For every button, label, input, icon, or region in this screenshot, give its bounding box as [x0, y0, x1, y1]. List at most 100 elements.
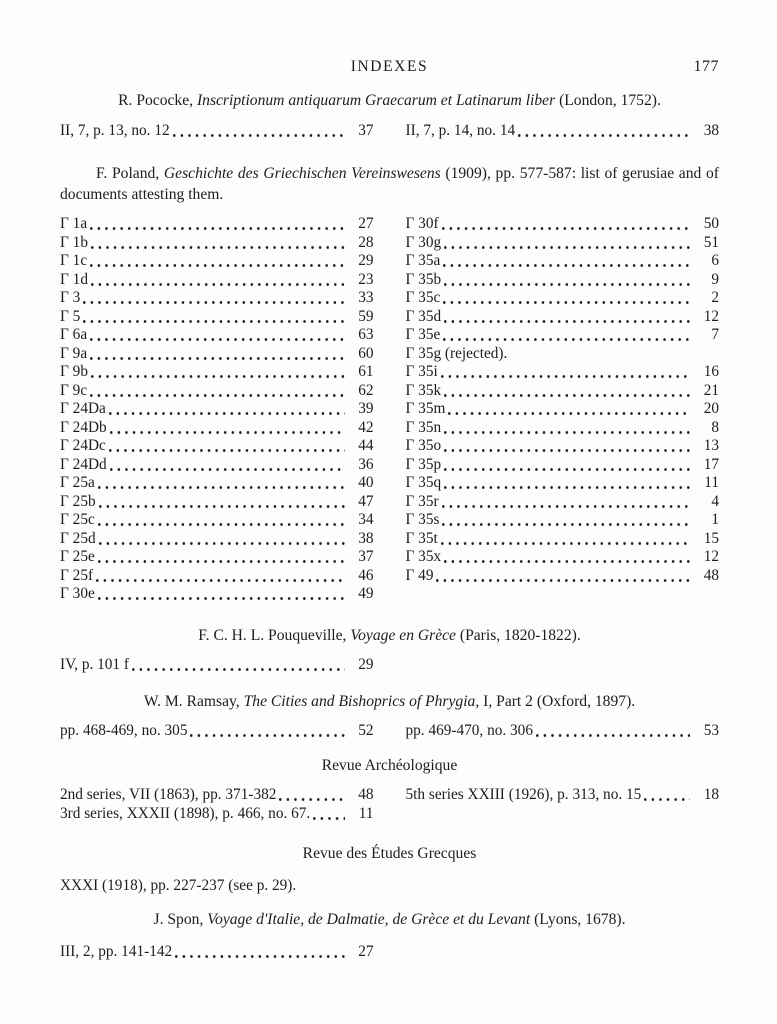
section-revue-archeologique: Revue Archéologique 2nd series, VII (1863…: [60, 756, 719, 823]
entry-page-ref: 12: [703, 307, 719, 325]
index-column: Γ 1a 27 Γ 1b 28 Γ 1c 29 Γ 1d 23 Γ 3 33 Γ 5 59 Γ 6a 63…: [60, 215, 374, 604]
entry-page-ref: 27: [358, 215, 374, 232]
index-row: Γ 35n 8: [406, 418, 719, 437]
entry-label: Γ 30e: [60, 585, 95, 602]
entry-page-ref: 34: [358, 511, 374, 528]
dot-leader-icon: [90, 215, 345, 234]
index-columns: 2nd series, VII (1863), pp. 371-382 48 3rd…: [60, 786, 719, 823]
dot-leader-icon: [440, 363, 690, 382]
entry-label: Γ 24Dd: [60, 455, 107, 473]
index-column: Γ 30f 50 Γ 30g 51 Γ 35a 6 Γ 35b 9 Γ 35c 2 Γ 35d 12 Γ…: [405, 215, 719, 604]
dot-leader-icon: [109, 418, 345, 437]
index-row: XXXI (1918), pp. 227-237 (see p. 29).: [60, 877, 374, 896]
entry-label: Γ 24Da: [60, 400, 106, 417]
index-row: Γ 30f 50: [406, 215, 719, 234]
dot-leader-icon: [444, 474, 690, 493]
index-row: pp. 469-470, no. 306 53: [405, 722, 719, 741]
entry-label: IV, p. 101 f: [60, 656, 129, 673]
dot-leader-icon: [83, 307, 345, 326]
entry-label: Γ 9a: [60, 344, 88, 362]
index-column: 2nd series, VII (1863), pp. 371-382 48 3rd…: [60, 786, 374, 823]
section-poland: F. Poland, Geschichte des Griechischen V…: [60, 164, 719, 604]
dot-leader-icon: [131, 656, 345, 675]
index-column: 5th series XXIII (1926), p. 313, no. 15 1…: [406, 786, 719, 823]
index-row: Γ 35d 12: [406, 307, 719, 326]
heading-text: Revue des Études Grecques: [302, 845, 477, 862]
index-row: Γ 1c 29: [60, 252, 374, 271]
entry-label: Γ 24Db: [60, 418, 107, 436]
entry-page-ref: 7: [711, 326, 719, 343]
dot-leader-icon: [90, 270, 345, 289]
work-title: Inscriptionum antiquarum Graecarum et La…: [196, 92, 556, 109]
entry-page-ref: 12: [703, 548, 719, 565]
entry-label: 2nd series, VII (1863), pp. 371-382: [60, 786, 277, 803]
index-row: Γ 30g 51: [406, 233, 719, 252]
entry-label: II, 7, p. 14, no. 14: [405, 121, 516, 139]
index-row: Γ 35o 13: [405, 437, 719, 456]
index-columns: IV, p. 101 f 29: [60, 656, 719, 675]
dot-leader-icon: [444, 270, 690, 289]
entry-page-ref: 11: [704, 474, 719, 491]
work-title: Voyage d'Italie, de Dalmatie, de Grèce e…: [207, 911, 531, 928]
index-row: Γ 9a 60: [60, 344, 374, 363]
entry-page-ref: 11: [358, 804, 374, 822]
index-row: Γ 24Dd 36: [60, 455, 374, 474]
entry-page-ref: 29: [358, 656, 374, 673]
section-heading: Revue des Études Grecques: [60, 844, 719, 865]
entry-label: Γ 35o: [405, 437, 442, 454]
index-row: Γ 35s 1: [406, 511, 719, 530]
index-sections: R. Pococke, Inscriptionum antiquarum Gra…: [60, 91, 719, 961]
index-row: Γ 1d 23: [60, 270, 374, 289]
dot-leader-icon: [97, 511, 345, 530]
index-row: Γ 1b 28: [60, 233, 374, 252]
index-row: 5th series XXIII (1926), p. 313, no. 15 1…: [406, 786, 719, 805]
heading-text: F. C. H. L. Pouqueville,: [198, 626, 351, 644]
page-header: INDEXES 177: [60, 57, 719, 76]
entry-page-ref: 51: [703, 233, 719, 251]
index-column: pp. 469-470, no. 306 53: [405, 722, 719, 741]
entry-page-ref: 4: [711, 492, 719, 510]
dot-leader-icon: [444, 437, 690, 456]
index-column: II, 7, p. 14, no. 14 38: [405, 121, 719, 140]
entry-page-ref: 28: [358, 233, 374, 251]
index-row: Γ 9c 62: [60, 381, 374, 400]
entry-page-ref: 50: [703, 215, 719, 232]
dot-leader-icon: [108, 400, 345, 419]
entry-label: Γ 25e: [60, 548, 95, 565]
dot-leader-icon: [444, 381, 690, 400]
heading-text: , I, Part 2 (Oxford, 1897).: [475, 692, 636, 710]
index-row: Γ 6a 63: [60, 326, 374, 345]
entry-page-ref: 6: [711, 252, 719, 269]
entry-page-ref: 37: [358, 121, 374, 139]
entry-page-ref: 48: [358, 786, 374, 803]
dot-leader-icon: [444, 455, 690, 474]
index-row: II, 7, p. 14, no. 14 38: [405, 121, 719, 140]
entry-label: Γ 1d: [60, 270, 88, 288]
entry-page-ref: 39: [358, 400, 374, 417]
index-row: Γ 35p 17: [406, 455, 719, 474]
index-row: Γ 35r 4: [406, 492, 719, 511]
entry-page-ref: 37: [358, 548, 374, 565]
index-row: Γ 35i 16: [406, 363, 719, 382]
entry-label: pp. 469-470, no. 306: [405, 722, 533, 739]
index-row: Γ 35c 2: [406, 289, 719, 308]
entry-label: Γ 3: [60, 289, 81, 306]
heading-text: W. M. Ramsay,: [143, 692, 244, 710]
dot-leader-icon: [518, 121, 690, 140]
dot-leader-icon: [448, 400, 690, 419]
dot-leader-icon: [97, 585, 345, 604]
dot-leader-icon: [190, 722, 345, 741]
entry-label: Γ 25d: [60, 529, 96, 547]
dot-leader-icon: [444, 418, 690, 437]
section-heading: R. Pococke, Inscriptionum antiquarum Gra…: [60, 91, 719, 112]
index-row: Γ 35k 21: [406, 381, 719, 400]
entry-page-ref: 15: [703, 529, 719, 547]
dot-leader-icon: [313, 804, 345, 823]
dot-leader-icon: [444, 548, 690, 567]
entry-page-ref: 27: [358, 942, 374, 960]
dot-leader-icon: [108, 437, 345, 456]
entry-label: Γ 9b: [60, 363, 88, 380]
heading-text: (1909), pp. 577-587: list of gerusiae an…: [60, 165, 719, 203]
entry-page-ref: 44: [358, 437, 374, 454]
